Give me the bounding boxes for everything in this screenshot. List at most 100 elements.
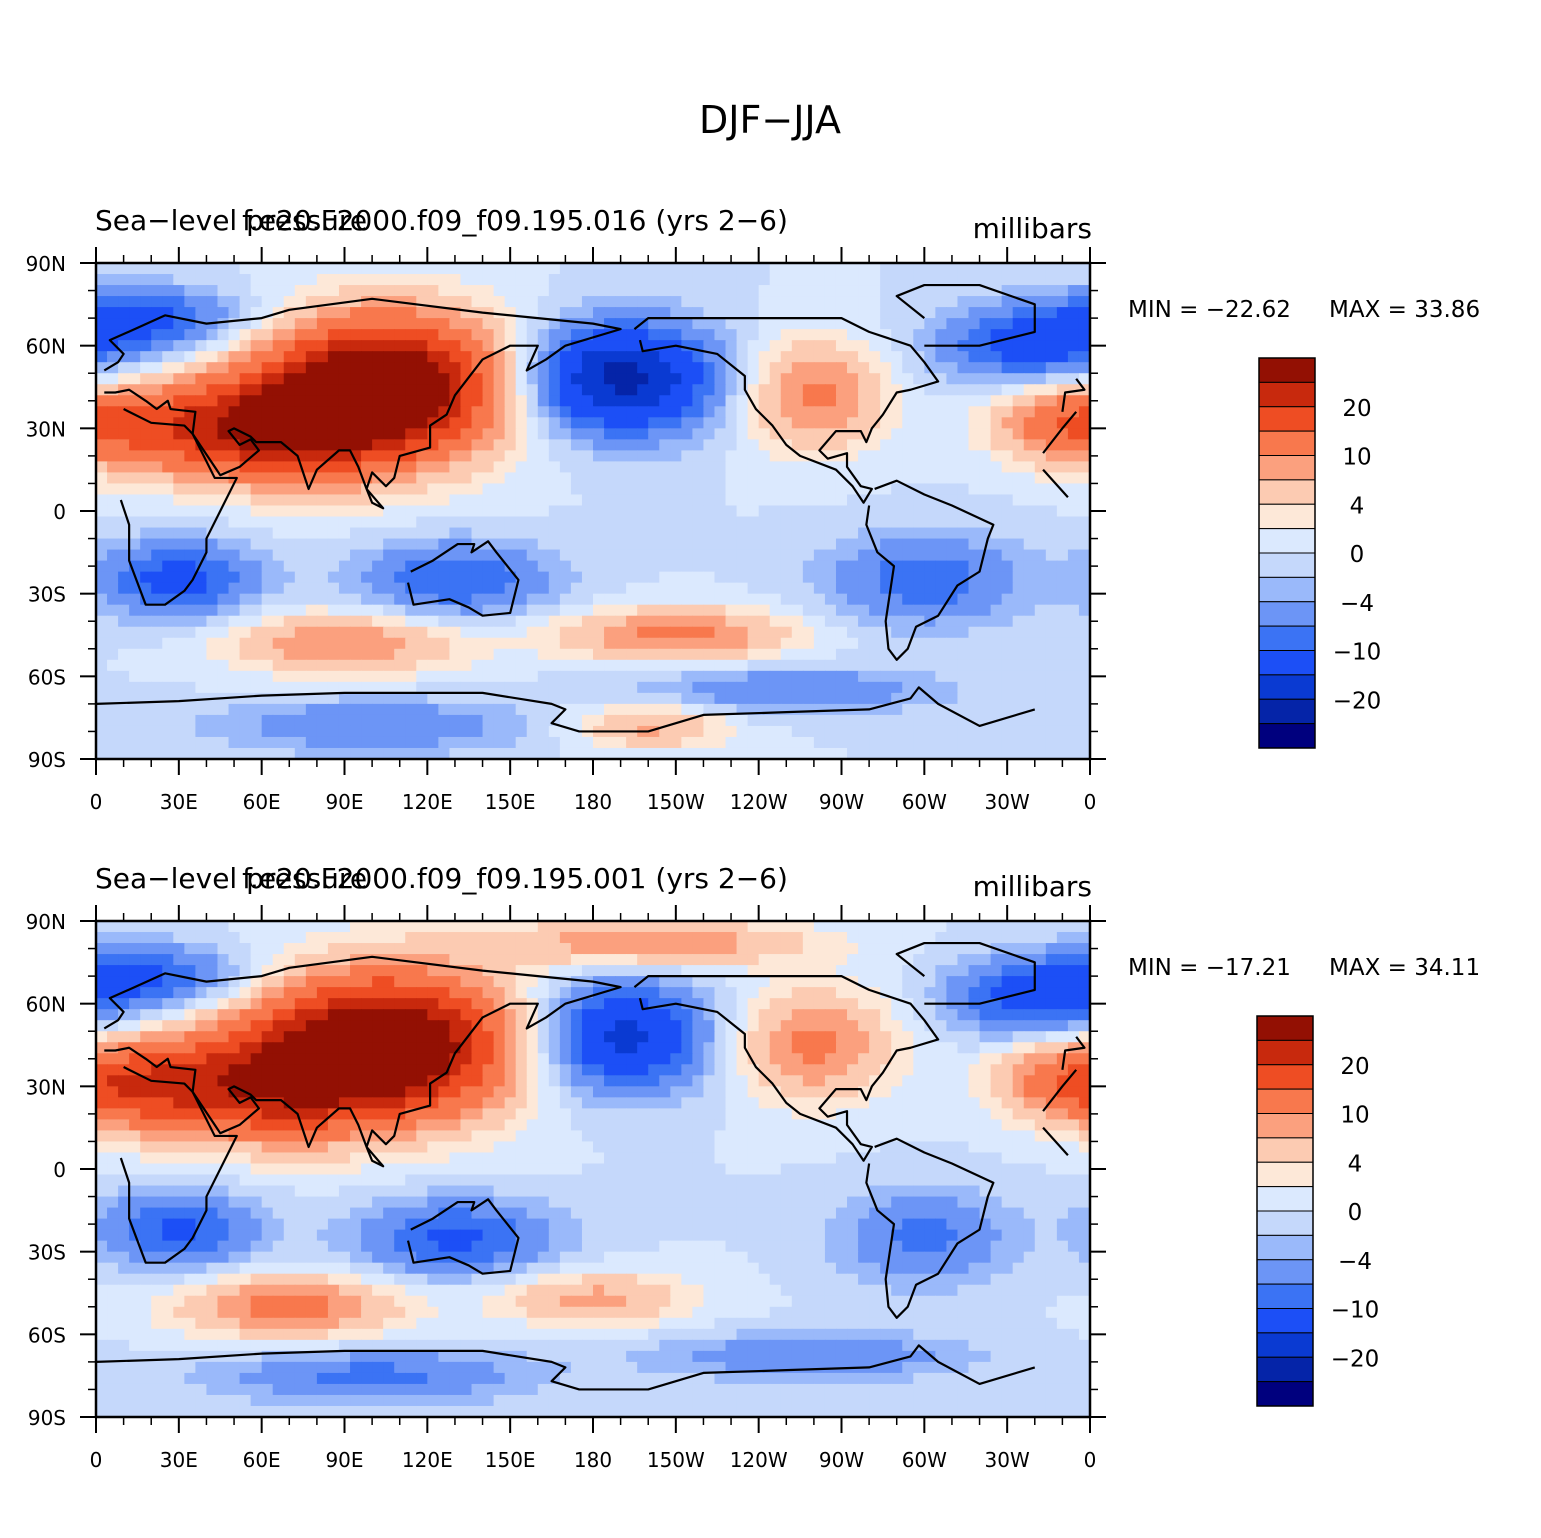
field-cell [217,373,230,385]
field-cell [338,406,351,418]
field-cell [758,450,771,462]
field-cell [1034,439,1047,451]
field-cell [107,670,119,683]
field-cell [626,516,638,529]
field-cell [350,263,362,275]
field-cell [780,921,793,933]
field-cell [548,692,561,705]
field-cell [471,472,484,485]
field-cell [272,428,285,440]
field-cell [648,307,660,319]
field-cell [107,362,119,374]
field-cell [581,615,594,628]
field-cell [681,659,693,672]
field-cell [880,516,892,529]
field-cell [880,373,892,385]
field-cell [427,965,439,977]
field-cell [835,954,848,966]
field-cell [261,626,274,639]
field-cell [162,263,174,275]
field-cell [294,549,307,562]
field-cell [869,428,881,440]
field-cell [184,494,196,507]
field-cell [637,417,649,429]
field-cell [824,954,837,966]
field-cell [1023,648,1036,661]
field-cell [206,472,219,485]
field-cell [791,736,804,749]
field-cell [626,373,638,385]
field-cell [1012,998,1025,1010]
field-cell [140,604,152,617]
field-cell [140,954,152,966]
field-cell [350,976,362,988]
field-cell [129,351,141,363]
field-cell [228,921,241,933]
field-cell [338,494,351,507]
field-cell [151,494,163,507]
field-cell [858,362,870,374]
field-cell [173,516,185,529]
field-cell [581,549,594,562]
field-cell [361,472,373,485]
field-cell [648,417,660,429]
field-cell [714,571,727,584]
field-cell [736,417,749,429]
field-cell [140,274,152,286]
field-cell [427,976,439,988]
field-cell [394,571,406,584]
field-cell [184,725,196,738]
field-cell [990,571,1003,584]
field-cell [250,362,263,374]
field-cell [1067,921,1080,933]
field-cell [692,659,705,672]
field-cell [338,637,351,650]
field-cell [438,307,451,319]
field-cell [1001,450,1014,462]
field-cell [151,626,163,639]
field-cell [1067,450,1080,462]
field-cell [283,285,296,297]
field-cell [372,538,384,551]
field-cell [1001,263,1014,275]
field-cell [692,296,705,308]
field-cell [394,263,406,275]
field-cell [659,976,671,988]
field-cell [1012,670,1025,683]
field-cell [537,472,550,485]
field-cell [847,494,859,507]
field-cell [648,681,660,694]
field-cell [405,483,417,496]
field-cell [195,1009,208,1021]
field-cell [438,285,451,297]
field-cell [327,681,340,694]
field-cell [670,296,682,308]
field-cell [637,932,649,944]
field-cell [471,450,484,462]
field-cell [769,428,782,440]
field-cell [151,274,163,286]
field-cell [316,450,329,462]
field-cell [714,725,727,738]
field-cell [615,505,627,518]
field-cell [681,943,693,955]
field-cell [648,987,660,999]
field-cell [283,296,296,308]
field-cell [482,736,495,749]
field-cell [118,373,130,385]
field-cell [327,921,340,933]
field-cell [648,461,660,474]
field-cell [769,987,782,999]
field-cell [1012,516,1025,529]
field-cell [780,648,793,661]
field-cell [250,494,263,507]
field-cell [946,483,959,496]
field-cell [791,406,804,418]
field-cell [1001,494,1014,507]
field-cell [626,714,638,727]
field-cell [416,692,428,705]
field-cell [637,373,649,385]
field-cell [924,615,936,628]
field-cell [813,395,826,407]
field-cell [615,560,627,573]
